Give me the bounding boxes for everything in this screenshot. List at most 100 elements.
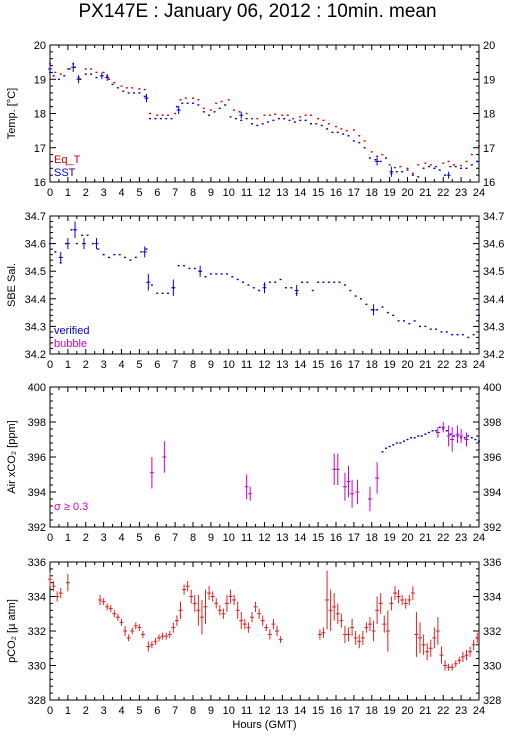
x-tick-label: 13 (276, 705, 288, 717)
data-point (177, 264, 180, 267)
x-tick-label: 23 (455, 359, 467, 371)
x-tick-label: 24 (473, 187, 485, 199)
data-point (424, 433, 427, 435)
x-tick-label: 2 (83, 359, 89, 371)
data-point (245, 117, 248, 120)
data-point (268, 114, 271, 116)
panel-2 (49, 215, 480, 355)
data-point (401, 171, 404, 173)
x-tick-label: 16 (330, 187, 342, 199)
y-tick-label-right: 18 (483, 109, 495, 121)
series-4-1 (48, 570, 480, 671)
data-point (406, 167, 409, 169)
x-tick-label: 10 (223, 705, 235, 717)
data-point (256, 124, 259, 127)
x-tick-label: 24 (473, 532, 485, 544)
data-point (208, 114, 211, 116)
y-tick-label-left: 18 (34, 109, 46, 121)
data-point (417, 164, 420, 166)
data-point (374, 159, 377, 161)
x-tick-label: 10 (223, 187, 235, 199)
data-point (385, 157, 388, 159)
x-tick-label: 8 (190, 359, 196, 371)
panel-1 (48, 44, 480, 183)
x-tick-label: 19 (384, 705, 396, 717)
data-point (215, 102, 218, 104)
data-point (388, 445, 391, 448)
y-tick-label-left: 17 (34, 143, 46, 155)
data-point (331, 131, 334, 134)
data-point (127, 92, 130, 94)
data-point (393, 166, 396, 169)
data-point (91, 242, 94, 245)
data-point (424, 162, 427, 164)
data-point (442, 162, 445, 164)
x-tick-label: 8 (190, 187, 196, 199)
x-tick-label: 12 (258, 705, 270, 717)
data-point (379, 160, 382, 163)
y-tick-label-left: 34.5 (25, 266, 46, 278)
data-point (461, 333, 464, 336)
data-point (299, 116, 302, 118)
x-tick-label: 1 (65, 705, 71, 717)
data-point (166, 114, 169, 116)
x-tick-label: 9 (208, 187, 214, 199)
x-tick-label: 11 (241, 705, 252, 717)
x-tick-label: 19 (384, 187, 396, 199)
data-point (333, 281, 336, 283)
data-point (419, 325, 422, 328)
data-point (395, 442, 398, 444)
x-tick-label: 22 (437, 532, 449, 544)
x-tick-label: 19 (384, 359, 396, 371)
data-point (192, 102, 194, 104)
legend-sigma: σ ≥ 0.3 (54, 501, 88, 513)
y-tick-label-left: 334 (28, 592, 46, 604)
x-tick-label: 18 (366, 705, 378, 717)
data-point (327, 123, 330, 125)
x-tick-label: 5 (136, 187, 142, 199)
data-point (84, 73, 87, 75)
x-tick-label: 18 (366, 187, 378, 199)
x-tick-label: 21 (419, 187, 431, 199)
x-tick-label: 3 (101, 532, 107, 544)
data-point (181, 102, 184, 104)
data-point (140, 251, 143, 253)
data-point (322, 281, 325, 283)
data-point (286, 114, 289, 116)
plot-frame (49, 386, 480, 528)
data-point (138, 88, 141, 90)
legend-bubble: bubble (54, 338, 87, 350)
data-point (134, 256, 137, 259)
x-tick-label: 0 (47, 359, 53, 371)
x-tick-label: 4 (118, 532, 124, 544)
data-point (327, 281, 330, 283)
data-point (358, 141, 361, 144)
data-point (102, 253, 105, 256)
x-tick-label: 13 (276, 187, 288, 199)
data-point (368, 157, 371, 159)
data-point (460, 167, 463, 169)
data-point (118, 253, 121, 256)
data-point (154, 117, 157, 120)
data-point (111, 83, 114, 86)
data-point (95, 71, 98, 74)
data-point (306, 281, 309, 283)
data-point (460, 164, 463, 167)
x-tick-label: 6 (154, 359, 160, 371)
data-point (231, 276, 234, 278)
data-point (438, 169, 441, 171)
x-tick-label: 1 (65, 532, 71, 544)
data-point (170, 117, 173, 120)
data-point (252, 287, 255, 289)
data-point (381, 451, 384, 453)
data-point (161, 292, 164, 294)
data-point (365, 303, 368, 306)
x-tick-label: 7 (172, 532, 178, 544)
x-tick-label: 17 (348, 705, 360, 717)
data-point (156, 114, 159, 116)
y-tick-label-right: 34.4 (483, 294, 504, 306)
y-tick-label-left: 396 (28, 452, 46, 464)
y-tick-label-left: 398 (28, 417, 46, 429)
data-point (90, 73, 93, 75)
data-point (452, 435, 455, 437)
